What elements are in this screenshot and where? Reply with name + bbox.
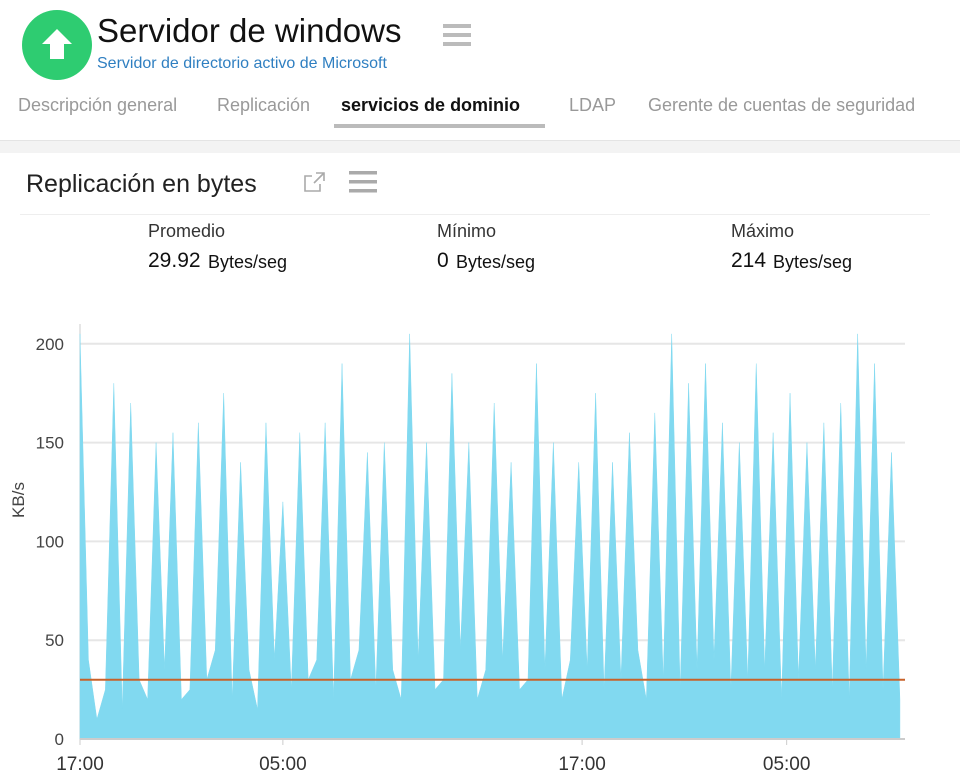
up-arrow-icon [42, 29, 72, 59]
tab[interactable]: Descripción general [18, 95, 178, 115]
stat-unit: Bytes/seg [773, 252, 853, 272]
stat-unit: Bytes/seg [208, 252, 288, 272]
y-axis-label: KB/s [9, 482, 28, 518]
server-icon [22, 10, 92, 80]
x-tick-label: 05:00 [259, 754, 307, 775]
y-tick-label: 100 [36, 532, 64, 551]
y-tick-label: 50 [45, 631, 64, 650]
stat-label: Promedio [148, 221, 226, 241]
page-subtitle: Servidor de directorio activo de Microso… [97, 55, 387, 72]
stat-label: Mínimo [437, 221, 497, 241]
popout-icon[interactable] [302, 170, 326, 194]
divider [0, 140, 960, 153]
page-title: Servidor de windows [97, 12, 402, 49]
widget-title: Replicación en bytes [26, 170, 257, 198]
tab[interactable]: LDAP [569, 95, 617, 115]
x-tick-label: 17:00 [558, 754, 606, 775]
y-tick-label: 200 [36, 335, 64, 354]
stat-value: 214 [731, 249, 767, 272]
widget-menu-icon[interactable] [349, 171, 377, 193]
stat-label: Máximo [731, 221, 795, 241]
tab[interactable]: servicios de dominio [341, 95, 521, 115]
stat-value: 29.92 [148, 249, 201, 272]
menu-icon[interactable] [443, 24, 471, 46]
x-tick-label: 17:00 [56, 754, 104, 775]
y-tick-label: 150 [36, 434, 64, 453]
separator [20, 214, 930, 215]
tab[interactable]: Gerente de cuentas de seguridad [648, 95, 916, 115]
stat-value: 0 [437, 249, 449, 272]
tab[interactable]: Replicación [217, 95, 311, 115]
x-tick-label: 05:00 [763, 754, 811, 775]
tab-underline [334, 124, 545, 128]
y-tick-label: 0 [55, 730, 64, 749]
area-series [79, 333, 901, 740]
stat-unit: Bytes/seg [456, 252, 536, 272]
chart: 0 50 100 150 200 KB/s 17:00 05:00 17:00 05:00 [9, 324, 905, 775]
